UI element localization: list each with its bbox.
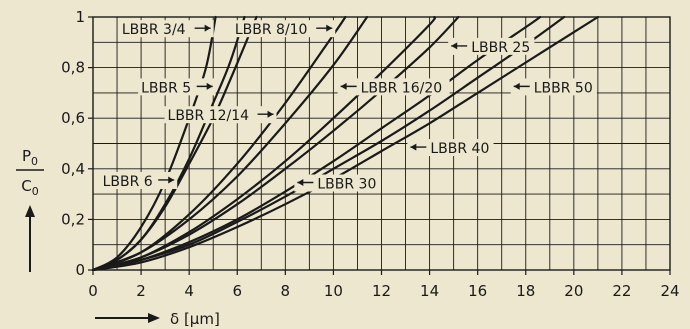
series-line-lbbr-50: [91, 15, 599, 272]
series-label-background: [99, 171, 178, 189]
series-label-lbbr-50: LBBR 50: [510, 78, 597, 96]
series-label-lbbr-12-14: LBBR 12/14: [164, 106, 277, 124]
series-label-lbbr-6: LBBR 6: [99, 171, 178, 190]
x-axis-arrow-head: [148, 313, 160, 323]
series-label-arrow-head: [326, 24, 333, 32]
y-axis-numerator: P0: [22, 147, 38, 168]
x-tick-label: 0: [88, 282, 98, 300]
x-tick-label: 2: [136, 282, 146, 300]
x-tick-label: 6: [232, 282, 242, 300]
x-tick-label: 4: [184, 282, 194, 300]
series-label-background: [118, 20, 214, 38]
series-label-arrow-head: [297, 179, 304, 187]
series-label-background: [448, 37, 535, 55]
series-labels: LBBR 3/4 LBBR 5 LBBR 12/14 LBBR 6 LBBR 8/10 L…: [99, 20, 597, 193]
series-label-arrow-head: [451, 42, 458, 50]
series-label-arrow-head: [513, 82, 520, 90]
series-label-text: LBBR 3/4: [122, 22, 186, 38]
x-tick-label: 24: [660, 282, 679, 300]
x-axis-title: δ [µm]: [170, 310, 220, 328]
series-label-text: LBBR 16/20: [361, 80, 443, 96]
series-label-background: [164, 106, 277, 124]
series-label-lbbr-25: LBBR 25: [448, 37, 535, 56]
series-label-text: LBBR 8/10: [235, 22, 308, 38]
x-tick-label: 10: [324, 282, 343, 300]
series-label-text: LBBR 30: [317, 177, 376, 193]
series-label-background: [407, 139, 494, 157]
series-label-text: LBBR 40: [430, 141, 489, 157]
axis-titles: P0 C0 δ [µm]: [16, 147, 220, 328]
y-tick-label: 0,2: [61, 210, 85, 228]
series-label-background: [294, 174, 381, 192]
y-tick-label: 0,8: [61, 59, 85, 77]
grid-layer: [92, 16, 671, 271]
x-tick-label: 14: [420, 282, 439, 300]
y-tick-label: 0: [75, 261, 85, 279]
series-line-lbbr-40: [91, 15, 566, 272]
x-tick-label: 8: [281, 282, 291, 300]
series-label-lbbr-5: LBBR 5: [138, 78, 216, 96]
series-label-arrow-head: [204, 24, 211, 32]
series-label-background: [138, 78, 216, 96]
y-axis-denominator: C0: [21, 177, 38, 198]
series-label-lbbr-16-20: LBBR 16/20: [337, 78, 450, 96]
series-label-lbbr-8-10: LBBR 8/10: [231, 20, 336, 38]
series-label-text: LBBR 6: [103, 174, 153, 190]
series-label-lbbr-3-4: LBBR 3/4: [118, 20, 214, 38]
series-label-arrow-head: [267, 110, 274, 118]
y-tick-label: 0,4: [61, 160, 85, 178]
series-label-background: [337, 78, 450, 96]
y-axis-arrow-head: [25, 205, 35, 217]
x-tick-label: 18: [516, 282, 535, 300]
x-tick-label: 22: [612, 282, 631, 300]
series-label-arrow-head: [410, 143, 417, 151]
series-label-text: LBBR 50: [534, 80, 593, 96]
x-tick-label: 16: [468, 282, 487, 300]
y-tick-label: 1: [75, 8, 85, 26]
series-label-text: LBBR 5: [141, 80, 191, 96]
series-label-text: LBBR 12/14: [168, 108, 250, 124]
series-label-text: LBBR 25: [471, 40, 530, 56]
series-line-lbbr-25: [91, 15, 460, 272]
series-label-lbbr-30: LBBR 30: [294, 174, 381, 193]
y-tick-label: 0,6: [61, 109, 85, 127]
series-label-arrow-head: [340, 82, 347, 90]
series-label-background: [231, 20, 336, 38]
series-label-arrow-head: [168, 176, 175, 184]
series-label-lbbr-40: LBBR 40: [407, 139, 494, 157]
x-tick-label: 12: [372, 282, 391, 300]
series-label-arrow-head: [206, 82, 213, 90]
series-line-lbbr-12-14: [91, 15, 369, 272]
x-tick-label: 20: [564, 282, 583, 300]
series-label-background: [510, 78, 597, 96]
